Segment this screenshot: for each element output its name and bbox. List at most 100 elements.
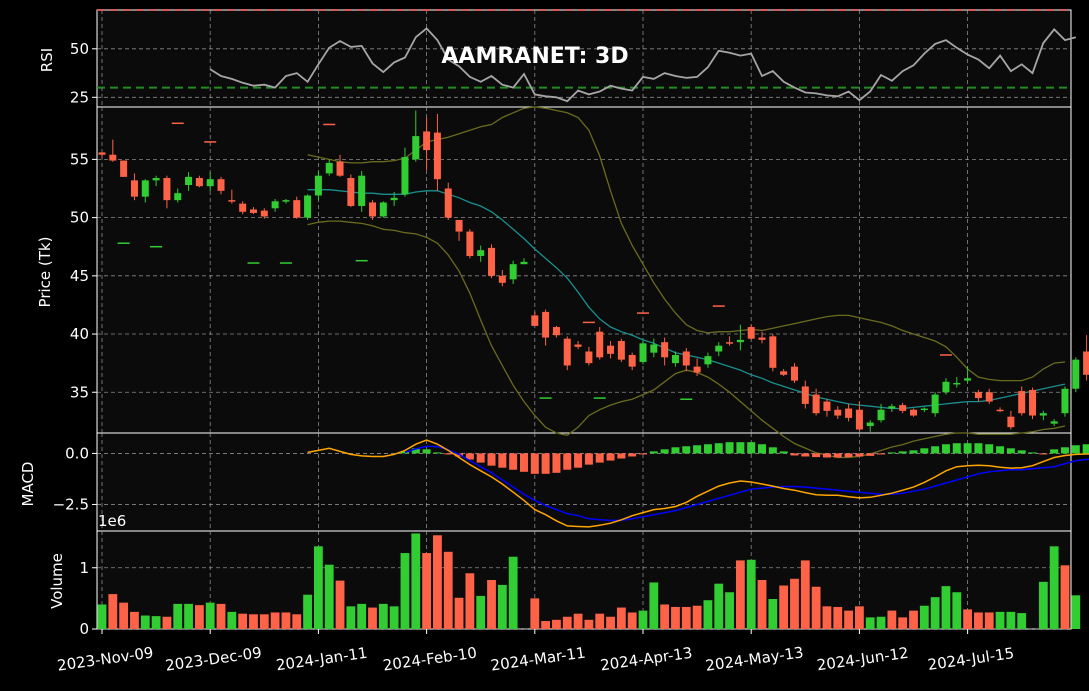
- macd-histogram-bar: [974, 443, 983, 454]
- price-y-tick-label: 35: [70, 383, 89, 401]
- macd-histogram-bar: [1028, 452, 1037, 454]
- candle-body: [239, 203, 247, 212]
- macd-histogram-bar: [963, 443, 972, 454]
- macd-histogram-bar: [530, 453, 539, 474]
- grid-lines: [97, 10, 1071, 630]
- candle-body: [693, 366, 701, 373]
- volume-bar: [627, 612, 637, 629]
- macd-histogram-bar: [487, 453, 496, 466]
- volume-bar: [303, 594, 312, 629]
- x-tick-label: 2024-Apr-13: [599, 644, 693, 675]
- candle-body: [98, 152, 106, 155]
- candle-body: [671, 354, 679, 364]
- macd-histogram-bar: [1006, 448, 1015, 454]
- volume-bar: [714, 583, 724, 629]
- candle-body: [1083, 351, 1089, 375]
- macd-histogram-bar: [541, 453, 550, 474]
- volume-panel: [96, 530, 1072, 630]
- x-tick-label: 2023-Dec-09: [164, 643, 263, 674]
- volume-bar: [259, 614, 269, 629]
- candle-body: [736, 339, 744, 343]
- volume-bar: [919, 605, 929, 629]
- volume-bar: [108, 594, 118, 629]
- candle-body: [823, 401, 831, 411]
- volume-bar: [681, 606, 691, 629]
- volume-bar: [378, 603, 388, 629]
- macd-histogram-bar: [671, 447, 680, 454]
- macd-histogram-bar: [444, 453, 453, 455]
- volume-bar: [335, 580, 345, 629]
- candle-body: [347, 178, 355, 206]
- price-y-tick-label: 40: [70, 325, 89, 343]
- candle-body: [130, 180, 138, 197]
- candle-body: [217, 179, 225, 191]
- candle-body: [704, 356, 712, 365]
- volume-bar: [649, 582, 659, 629]
- macd-histogram-bar: [682, 446, 691, 454]
- volume-bar: [173, 603, 183, 629]
- volume-bar: [735, 560, 745, 629]
- candle-body: [910, 409, 917, 416]
- volume-bar: [725, 592, 734, 629]
- candle-body: [379, 202, 387, 217]
- macd-histogram-bar: [465, 453, 474, 460]
- volume-ylabel: Volume: [48, 553, 66, 609]
- chart-title: AAMRANET: 3D: [441, 44, 628, 69]
- candle-body: [585, 351, 593, 364]
- candle-body: [974, 392, 982, 399]
- macd-histogram-bar: [595, 453, 604, 463]
- rsi-y-tick-label: 50: [70, 40, 89, 58]
- macd-histogram-bar: [400, 451, 409, 454]
- candle-body: [293, 200, 301, 218]
- candle-body: [1018, 391, 1026, 414]
- candle-body: [682, 351, 690, 366]
- volume-bar: [1060, 565, 1070, 629]
- x-tick-label: 2024-Jun-12: [816, 644, 910, 675]
- volume-bar: [140, 615, 150, 629]
- volume-bar: [757, 580, 767, 629]
- macd-panel: [96, 432, 1072, 532]
- volume-series: [97, 533, 1081, 629]
- volume-bar: [790, 578, 799, 629]
- macd-histogram-bar: [725, 442, 734, 454]
- macd-histogram-bar: [1060, 447, 1069, 454]
- candle-body: [498, 275, 506, 283]
- volume-bar: [595, 613, 605, 629]
- candle-body: [282, 200, 290, 202]
- candle-body: [542, 311, 550, 338]
- price-panel: [96, 106, 1072, 434]
- macd-histogram-bar: [422, 449, 431, 454]
- volume-bar: [389, 606, 399, 629]
- candle-body: [747, 327, 755, 339]
- volume-bar: [314, 546, 323, 629]
- candle-body: [812, 394, 820, 414]
- volume-bar: [454, 597, 464, 629]
- volume-bar: [130, 611, 139, 629]
- candle-body: [120, 160, 128, 177]
- volume-bar: [660, 604, 670, 629]
- candle-body: [607, 345, 615, 354]
- candle-body: [801, 386, 809, 404]
- volume-bar: [552, 619, 561, 629]
- bollinger-upper-line: [307, 106, 1066, 382]
- macd-histogram-bar: [519, 453, 528, 472]
- volume-bar: [887, 610, 897, 629]
- candle-body: [888, 406, 896, 409]
- candle-body: [920, 408, 928, 411]
- volume-bar: [443, 551, 453, 629]
- candle-body: [985, 392, 993, 402]
- macd-histogram-bar: [833, 453, 842, 458]
- macd-histogram-bar: [660, 449, 669, 454]
- macd-histogram-bar: [747, 442, 756, 454]
- rsi-line: [209, 27, 1077, 103]
- volume-bar: [974, 612, 983, 629]
- x-tick-label: 2024-Jul-15: [927, 644, 1016, 674]
- macd-histogram-bar: [584, 453, 593, 465]
- volume-bar: [898, 617, 908, 629]
- candle-body: [141, 180, 149, 197]
- price-y-tick-label: 50: [70, 209, 89, 227]
- candle-body: [1050, 421, 1058, 424]
- volume-bar: [324, 564, 334, 629]
- volume-bar: [368, 607, 377, 629]
- price-y-tick-label: 45: [70, 267, 89, 285]
